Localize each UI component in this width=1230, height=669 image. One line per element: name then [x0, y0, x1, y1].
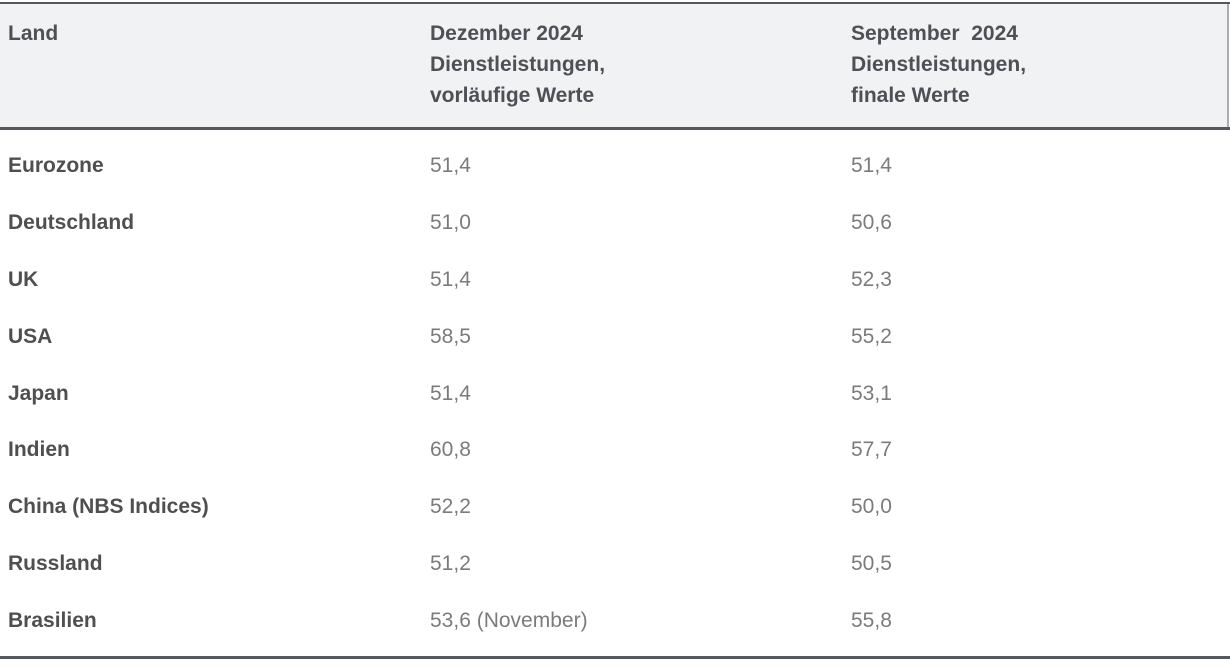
col-header-september-2024: September 2024 Dienstleistungen, finale …	[851, 22, 1027, 107]
september-value: 55,2	[851, 324, 892, 348]
country-name: China (NBS Indices)	[8, 495, 209, 519]
september-value: 57,7	[851, 438, 892, 462]
country-name: Indien	[8, 438, 70, 462]
country-name: Deutschland	[8, 211, 135, 235]
december-value: 52,2	[430, 495, 471, 519]
september-value: 50,5	[851, 551, 892, 575]
september-value: 55,8	[851, 608, 892, 632]
december-value: 60,8	[430, 438, 471, 462]
december-value: 51,0	[430, 211, 471, 235]
table-row-usa: USA 58,5 55,2	[0, 308, 1230, 365]
september-value: 53,1	[851, 381, 892, 405]
table-row-uk: UK 51,4 52,3	[0, 252, 1230, 309]
col-header-land: Land	[8, 22, 59, 45]
december-value: 51,4	[430, 267, 471, 291]
september-value: 50,0	[851, 495, 892, 519]
december-value: 51,4	[430, 381, 471, 405]
table-row-japan: Japan 51,4 53,1	[0, 365, 1230, 422]
country-name: USA	[8, 324, 53, 348]
table-row-indien: Indien 60,8 57,7	[0, 422, 1230, 479]
col-header-december-2024: Dezember 2024 Dienstleistungen, vorläufi…	[430, 22, 606, 107]
table-row-eurozone: Eurozone 51,4 51,4	[0, 138, 1230, 195]
table-row-china: China (NBS Indices) 52,2 50,0	[0, 479, 1230, 536]
december-value: 58,5	[430, 324, 471, 348]
table-row-russland: Russland 51,2 50,5	[0, 536, 1230, 593]
september-value: 50,6	[851, 211, 892, 235]
september-value: 52,3	[851, 267, 892, 291]
december-value: 51,4	[430, 154, 471, 178]
table-header: Land Dezember 2024 Dienstleistungen, vor…	[0, 2, 1230, 130]
country-name: Japan	[8, 381, 69, 405]
table-row-brasilien: Brasilien 53,6 (November) 55,8	[0, 592, 1230, 649]
country-name: Eurozone	[8, 154, 104, 178]
table-header-background: Land Dezember 2024 Dienstleistungen, vor…	[0, 4, 1229, 127]
september-value: 51,4	[851, 154, 892, 178]
country-name: Brasilien	[8, 608, 97, 632]
country-name: UK	[8, 267, 39, 291]
table-body: Eurozone 51,4 51,4 Deutschland 51,0 50,6…	[0, 130, 1230, 659]
december-value: 51,2	[430, 551, 471, 575]
table-row-deutschland: Deutschland 51,0 50,6	[0, 195, 1230, 252]
country-name: Russland	[8, 551, 103, 575]
december-value: 53,6 (November)	[430, 608, 588, 632]
